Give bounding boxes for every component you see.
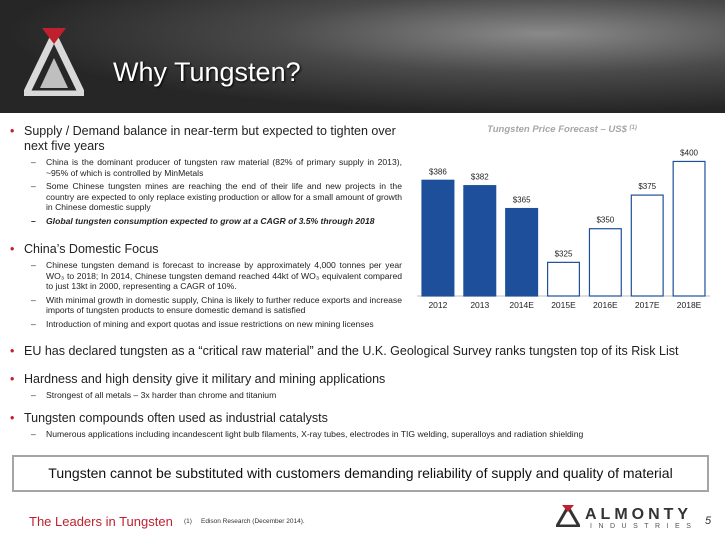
chart-title-text: Tungsten Price Forecast – US$ bbox=[487, 124, 627, 135]
bullet: China’s Domestic Focus bbox=[10, 242, 402, 257]
price-chart: Tungsten Price Forecast – US$ (1) 2012 $3… bbox=[417, 124, 710, 310]
bullet-block: Supply / Demand balance in near-term but… bbox=[10, 124, 402, 227]
chart-title: Tungsten Price Forecast – US$ (1) bbox=[487, 124, 637, 135]
logo-mark bbox=[24, 28, 84, 96]
sub-bullet: Introduction of mining and export quotas… bbox=[10, 319, 402, 330]
sub-bullet: With minimal growth in domestic supply, … bbox=[10, 295, 402, 316]
footer-logo-mark bbox=[556, 505, 580, 527]
bar bbox=[672, 160, 706, 297]
sub-bullet: Strongest of all metals – 3x harder than… bbox=[10, 390, 715, 401]
x-tick-label: 2016E bbox=[593, 300, 618, 310]
x-tick-label: 2017E bbox=[635, 300, 660, 310]
tagline: The Leaders in Tungsten bbox=[29, 514, 173, 529]
value-label: $386 bbox=[429, 167, 447, 176]
bar bbox=[588, 228, 622, 297]
sub-bullet: Global tungsten consumption expected to … bbox=[10, 216, 402, 227]
x-tick-label: 2014E bbox=[509, 300, 534, 310]
value-label: $382 bbox=[471, 173, 489, 182]
value-label: $350 bbox=[596, 216, 614, 225]
x-tick-label: 2013 bbox=[470, 300, 489, 310]
x-tick-label: 2015E bbox=[551, 300, 576, 310]
value-label: $375 bbox=[638, 182, 656, 191]
footnote: (1) Edison Research (December 2014). bbox=[184, 518, 305, 525]
bullet-block: Hardness and high density give it milita… bbox=[10, 372, 715, 401]
sub-bullet: Chinese tungsten demand is forecast to i… bbox=[10, 260, 402, 292]
x-tick-label: 2012 bbox=[428, 300, 447, 310]
bar bbox=[630, 194, 664, 297]
logo-subtext: INDUSTRIES bbox=[590, 523, 698, 530]
callout-box: Tungsten cannot be substituted with cust… bbox=[12, 455, 709, 492]
bullet: Supply / Demand balance in near-term but… bbox=[10, 124, 402, 154]
footnote-text: Edison Research (December 2014). bbox=[200, 518, 305, 525]
sub-bullet: Some Chinese tungsten mines are reaching… bbox=[10, 181, 402, 213]
bullet: Hardness and high density give it milita… bbox=[10, 372, 715, 387]
bullet: EU has declared tungsten as a “critical … bbox=[10, 344, 715, 359]
footnote-marker: (1) bbox=[184, 518, 192, 525]
bullet: Tungsten compounds often used as industr… bbox=[10, 411, 715, 426]
slide-title: Why Tungsten? bbox=[113, 57, 301, 87]
bullet-block: Tungsten compounds often used as industr… bbox=[10, 411, 715, 440]
value-label: $400 bbox=[680, 148, 698, 157]
value-label: $325 bbox=[555, 249, 573, 258]
header-band: Why Tungsten? bbox=[0, 0, 725, 113]
bullet-block: EU has declared tungsten as a “critical … bbox=[10, 344, 715, 359]
bar bbox=[505, 207, 539, 297]
sub-bullet: Numerous applications including incandes… bbox=[10, 429, 715, 440]
sub-bullet: China is the dominant producer of tungst… bbox=[10, 157, 402, 178]
chart-title-note: (1) bbox=[630, 125, 637, 131]
logo-text: ALMONTY bbox=[585, 506, 693, 523]
bar bbox=[463, 185, 497, 297]
bar bbox=[546, 261, 581, 297]
bullet-block: China’s Domestic Focus Chinese tungsten … bbox=[10, 242, 402, 330]
bar bbox=[421, 179, 455, 297]
value-label: $365 bbox=[513, 196, 531, 205]
x-tick-label: 2018E bbox=[677, 300, 702, 310]
page-number: 5 bbox=[705, 515, 712, 527]
